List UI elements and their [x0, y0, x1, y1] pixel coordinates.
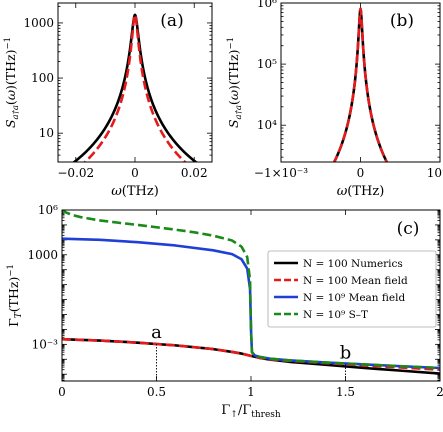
- legend: N = 100 Numerics N = 100 Mean field N = 10…: [267, 250, 437, 328]
- y-tick-label: 10: [39, 126, 54, 140]
- panel-b: −1×10⁻³ 0 10⁻³ 10⁴ 10⁵ 10⁶ (b) ω(THz) Sa†a(ω)(TH…: [226, 0, 443, 199]
- y-tick-label: 1000: [23, 16, 54, 30]
- x-tick-label: −1×10⁻³: [254, 166, 308, 180]
- legend-entry-3: N = 10⁹ S–T: [303, 309, 368, 321]
- x-axis-label: Γ↑/Γthresh: [221, 403, 281, 420]
- y-tick-label: 10⁴: [257, 118, 277, 132]
- y-tick-label: 10⁶: [38, 203, 58, 217]
- series-line-1: [332, 7, 389, 162]
- y-axis-label: Sa†a(ω)(THz)−1: [226, 37, 244, 128]
- y-tick-label: 10⁶: [257, 0, 277, 10]
- annotation-label-a: a: [151, 322, 162, 343]
- panel-a: −0.02 0 0.02 10 100 1000 (a) ω(THz) Sa†a(ω)(THz)…: [3, 2, 213, 199]
- legend-entry-2: N = 10⁹ Mean field: [303, 292, 405, 304]
- annotation-label-b: b: [340, 342, 352, 363]
- x-tick-label: 10⁻³: [427, 166, 443, 180]
- x-tick-label: 0: [131, 166, 139, 180]
- panel-label: (c): [397, 219, 420, 239]
- y-tick-label: 10⁵: [257, 57, 277, 71]
- y-axis-label: Sa†a(ω)(THz)−1: [3, 37, 21, 128]
- x-tick-label: 0: [58, 385, 66, 399]
- x-tick-label: 0: [357, 166, 365, 180]
- plot-area: [332, 7, 389, 162]
- x-tick-label: 0.02: [181, 166, 208, 180]
- x-tick-label: 1: [247, 385, 255, 399]
- x-axis-label: ω(THz): [337, 184, 385, 199]
- series-line-3: [62, 210, 440, 370]
- y-tick-label: 1000: [27, 248, 58, 262]
- series-line-0: [72, 13, 198, 162]
- axes-frame: [57, 2, 213, 163]
- axes-frame: [280, 2, 441, 163]
- y-tick-label: 10⁻³: [32, 337, 59, 351]
- x-tick-label: −0.02: [57, 166, 94, 180]
- panel-c: 0 0.5 1 1.5 2 10⁻³ 1000 10⁶ a b (c) N = 100 Numeric…: [6, 203, 443, 420]
- x-axis-label: ω(THz): [111, 184, 159, 199]
- x-tick-label: 0.5: [147, 385, 166, 399]
- x-tick-label: 2: [436, 385, 443, 399]
- panel-label: (a): [160, 11, 183, 31]
- plot-area: [62, 210, 440, 375]
- legend-entry-0: N = 100 Numerics: [303, 258, 403, 270]
- y-axis-label: ΓT(THz)−1: [6, 264, 24, 327]
- x-tick-label: 1.5: [336, 385, 355, 399]
- legend-box: [267, 250, 437, 328]
- legend-entry-1: N = 100 Mean field: [303, 275, 408, 287]
- y-tick-label: 100: [31, 71, 54, 85]
- plot-area: [72, 13, 198, 162]
- panel-label: (b): [390, 11, 414, 31]
- axes-frame: [61, 209, 441, 382]
